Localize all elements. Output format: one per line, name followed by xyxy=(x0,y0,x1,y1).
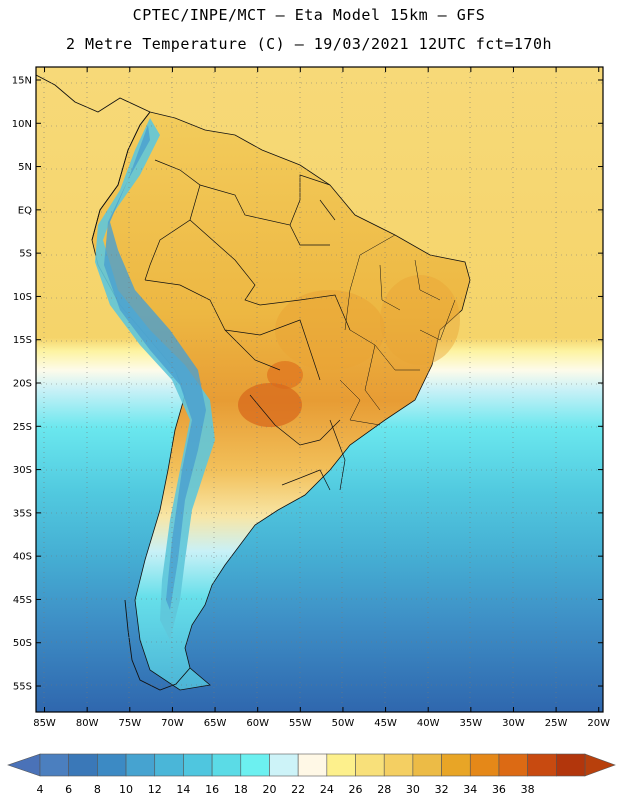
colorbar-swatch xyxy=(412,753,442,777)
hot-spot-paraguay xyxy=(238,383,302,427)
colorbar-swatch xyxy=(326,753,356,777)
lat-label: 5S xyxy=(19,249,32,260)
lat-label: 40S xyxy=(13,552,32,563)
colorbar-label: 32 xyxy=(435,783,449,796)
colorbar-label: 30 xyxy=(406,783,420,796)
map-field xyxy=(36,67,603,712)
colorbar-label: 16 xyxy=(205,783,219,796)
andes-cold-band xyxy=(95,118,215,640)
lat-label: 25S xyxy=(13,422,32,433)
colorbar-swatch xyxy=(355,753,385,777)
colorbar-swatch xyxy=(154,753,184,777)
lat-label: 10N xyxy=(12,119,32,130)
lon-label: 25W xyxy=(545,718,568,729)
lat-label: 30S xyxy=(13,465,32,476)
lat-label: 15S xyxy=(13,335,32,346)
latitude-axis: 15N 10N 5N EQ 5S 10S 15S 20S 25S 30S 35S 40S 45S 50S 5… xyxy=(12,75,603,693)
lon-label: 85W xyxy=(33,718,56,729)
colorbar-swatch xyxy=(556,753,586,777)
warm-area-northeast-brazil xyxy=(380,275,460,365)
lat-label: 35S xyxy=(13,508,32,519)
colorbar-label: 34 xyxy=(463,783,477,796)
chart-title-line-2: 2 Metre Temperature (C) – 19/03/2021 12U… xyxy=(65,35,553,53)
colorbar-label: 26 xyxy=(349,783,363,796)
lon-label: 70W xyxy=(161,718,184,729)
lat-label: EQ xyxy=(18,205,32,216)
lat-label: 50S xyxy=(13,638,32,649)
colorbar-max-arrow xyxy=(584,753,616,777)
lon-label: 55W xyxy=(289,718,312,729)
colorbar-swatch xyxy=(498,753,528,777)
colorbar-label: 18 xyxy=(234,783,248,796)
colorbar-swatch xyxy=(211,753,242,777)
colorbar-swatch xyxy=(297,753,328,777)
chart-title-line-1: CPTEC/INPE/MCT – Eta Model 15km – GFS xyxy=(132,6,486,24)
colorbar-label: 24 xyxy=(320,783,334,796)
colorbar-label: 38 xyxy=(521,783,535,796)
colorbar-swatch xyxy=(97,753,127,777)
colorbar-min-arrow xyxy=(7,753,41,777)
colorbar-swatch xyxy=(183,753,213,777)
lon-label: 20W xyxy=(587,718,610,729)
colorbar-label: 36 xyxy=(492,783,506,796)
lon-label: 35W xyxy=(460,718,483,729)
colorbar-label: 20 xyxy=(262,783,276,796)
lon-label: 75W xyxy=(118,718,141,729)
colorbar-label: 8 xyxy=(94,783,101,796)
lon-label: 50W xyxy=(332,718,355,729)
warm-area-central-brazil xyxy=(275,290,385,370)
map-frame xyxy=(35,66,604,713)
colorbar-label: 28 xyxy=(377,783,391,796)
temperature-colorbar: 4 6 8 10 12 14 16 18 20 22 24 26 28 30 32 34 36 38 xyxy=(7,753,616,796)
andes-coldest-ridge xyxy=(104,125,206,610)
lon-label: 60W xyxy=(246,718,269,729)
lon-label: 45W xyxy=(374,718,397,729)
lat-label: 5N xyxy=(18,162,32,173)
colorbar-swatch xyxy=(441,753,471,777)
lon-label: 80W xyxy=(76,718,99,729)
lat-label: 15N xyxy=(12,75,32,86)
colorbar-label: 10 xyxy=(119,783,133,796)
lat-label: 45S xyxy=(13,595,32,606)
colorbar-label: 4 xyxy=(37,783,44,796)
colorbar-label: 12 xyxy=(148,783,162,796)
lon-label: 65W xyxy=(204,718,227,729)
lon-label: 40W xyxy=(417,718,440,729)
colorbar-label: 14 xyxy=(176,783,190,796)
colorbar-swatch xyxy=(39,753,69,777)
colorbar-swatch xyxy=(527,753,557,777)
colorbar-swatch xyxy=(269,753,299,777)
colorbar-label: 22 xyxy=(291,783,305,796)
hot-spot-mato-grosso xyxy=(267,361,303,389)
lat-label: 55S xyxy=(13,682,32,693)
colorbar-swatch xyxy=(469,753,500,777)
lat-label: 20S xyxy=(13,379,32,390)
colorbar-swatch xyxy=(68,753,98,777)
lon-label: 30W xyxy=(502,718,525,729)
colorbar-label: 6 xyxy=(65,783,72,796)
lat-label: 10S xyxy=(13,292,32,303)
colorbar-swatch xyxy=(240,753,270,777)
colorbar-swatch xyxy=(125,753,156,777)
longitude-axis: 85W 80W 75W 70W 65W 60W 55W 50W 45W 40W 35W 30W 25W 2… xyxy=(33,67,610,729)
coastline-outline xyxy=(36,74,191,691)
colorbar-swatch xyxy=(383,753,414,777)
